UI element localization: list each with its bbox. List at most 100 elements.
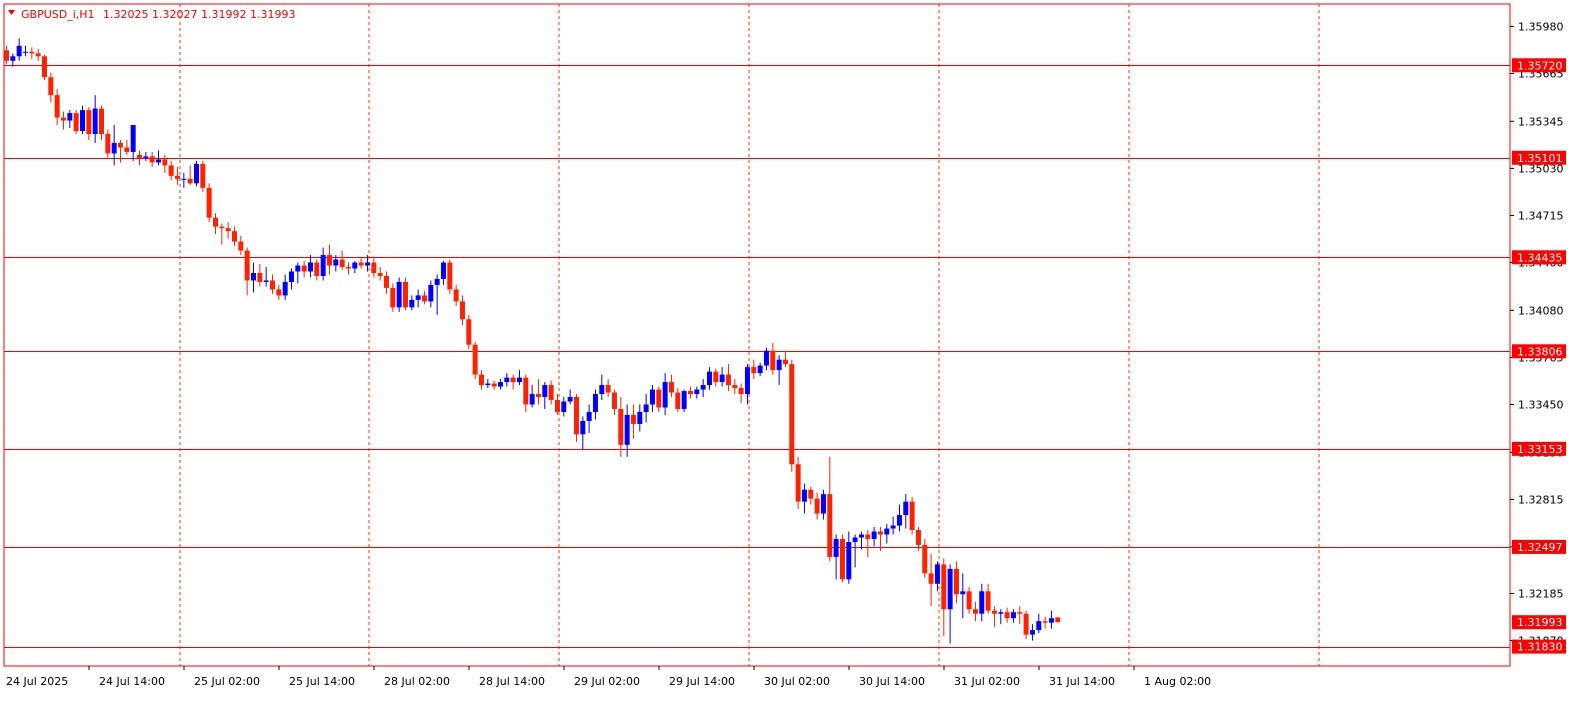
candle: [548, 380, 554, 405]
candle: [776, 355, 782, 386]
dropdown-triangle-icon[interactable]: [8, 10, 15, 15]
candle: [149, 151, 155, 167]
candle: [364, 255, 370, 272]
candle-body-bull: [111, 142, 117, 154]
candle: [377, 267, 383, 281]
candle: [168, 160, 174, 181]
candle: [618, 397, 624, 457]
candle-body-bull: [599, 385, 605, 395]
candle-body-bull: [250, 272, 256, 281]
candle: [573, 394, 579, 442]
candle-body-bear: [985, 591, 991, 611]
candle: [941, 558, 947, 637]
candle-body-bull: [504, 377, 510, 383]
candle-body-bull: [567, 397, 573, 402]
level-badge: 1.35101: [1512, 150, 1566, 165]
candle: [92, 95, 98, 143]
candle-body-bull: [960, 591, 966, 595]
candle-body-bear: [326, 255, 332, 266]
candle-body-bull: [706, 371, 712, 386]
candle-body-bear: [149, 156, 155, 163]
candle: [219, 223, 225, 245]
candle: [681, 389, 687, 412]
y-tick-label: 1.34080: [1518, 304, 1564, 317]
candle: [763, 347, 769, 371]
candle-body-bear: [827, 494, 833, 557]
candle-body-bull: [763, 350, 769, 366]
candle: [162, 154, 168, 173]
candle: [820, 489, 826, 520]
candle: [472, 341, 478, 380]
badge-background: [1512, 344, 1566, 359]
candle: [561, 397, 567, 417]
candle: [257, 264, 263, 287]
candle-body-bull: [998, 612, 1004, 614]
candle: [497, 379, 503, 390]
candle: [269, 274, 275, 294]
candle: [504, 373, 510, 387]
candle: [282, 274, 288, 300]
candle-body-bull: [833, 538, 839, 557]
candle: [839, 534, 845, 583]
candle: [611, 389, 617, 415]
candle: [117, 139, 123, 163]
x-tick-label: 24 Jul 2025: [6, 675, 68, 688]
candle-body-bull: [776, 359, 782, 371]
candle: [928, 553, 934, 607]
candle-body-bull: [67, 113, 73, 121]
candle-body-bear: [1055, 617, 1061, 623]
candle-body-bear: [478, 374, 484, 386]
candle-body-bull: [130, 125, 136, 152]
candle-body-bull: [1029, 630, 1035, 635]
candle-body-bull: [757, 365, 763, 374]
candle: [453, 284, 459, 306]
y-tick-label: 1.35030: [1518, 162, 1564, 175]
candle-body-bear: [491, 383, 497, 387]
candle: [421, 290, 427, 305]
candle: [60, 111, 66, 130]
candle-body-bull: [193, 163, 199, 184]
x-tick-label: 30 Jul 14:00: [859, 675, 925, 688]
candle: [643, 394, 649, 423]
candle-body-bull: [637, 411, 643, 424]
candle-body-bear: [782, 359, 788, 365]
candle-body-bear: [174, 175, 180, 179]
candle: [16, 38, 22, 61]
x-tick-label: 28 Jul 14:00: [479, 675, 545, 688]
badge-background: [1512, 150, 1566, 165]
candle: [250, 262, 256, 293]
badge-background: [1512, 250, 1566, 265]
badge-label: 1.35101: [1517, 152, 1563, 165]
candle-body-bear: [358, 262, 364, 266]
badge-background: [1512, 639, 1566, 654]
candle: [459, 295, 465, 326]
candle: [966, 586, 972, 614]
candle: [871, 527, 877, 547]
candle: [491, 380, 497, 390]
candle-body-bull: [22, 51, 28, 53]
candle-body-bull: [1010, 612, 1016, 619]
candle: [1023, 610, 1029, 640]
candle-body-bull: [295, 265, 301, 272]
candle: [599, 374, 605, 401]
candle-body-bull: [801, 489, 807, 502]
candle: [915, 527, 921, 551]
ohlc-readout: 1.32025 1.32027 1.31992 1.31993: [103, 8, 295, 21]
candle: [187, 165, 193, 185]
candle: [181, 172, 187, 188]
candle: [10, 53, 16, 67]
candle: [1017, 606, 1023, 625]
candle: [884, 524, 890, 544]
y-tick-label: 1.33450: [1518, 398, 1564, 411]
chart-header: GBPUSD_i,H1 1.32025 1.32027 1.31992 1.31…: [8, 8, 295, 21]
candle-body-bear: [713, 371, 719, 383]
candle-body-bear: [269, 280, 275, 290]
candle: [662, 373, 668, 415]
candle: [605, 379, 611, 398]
candle: [960, 573, 966, 619]
candle: [193, 160, 199, 187]
candle-body-bear: [510, 377, 516, 383]
candle: [656, 386, 662, 412]
candle-body-bull: [852, 537, 858, 542]
